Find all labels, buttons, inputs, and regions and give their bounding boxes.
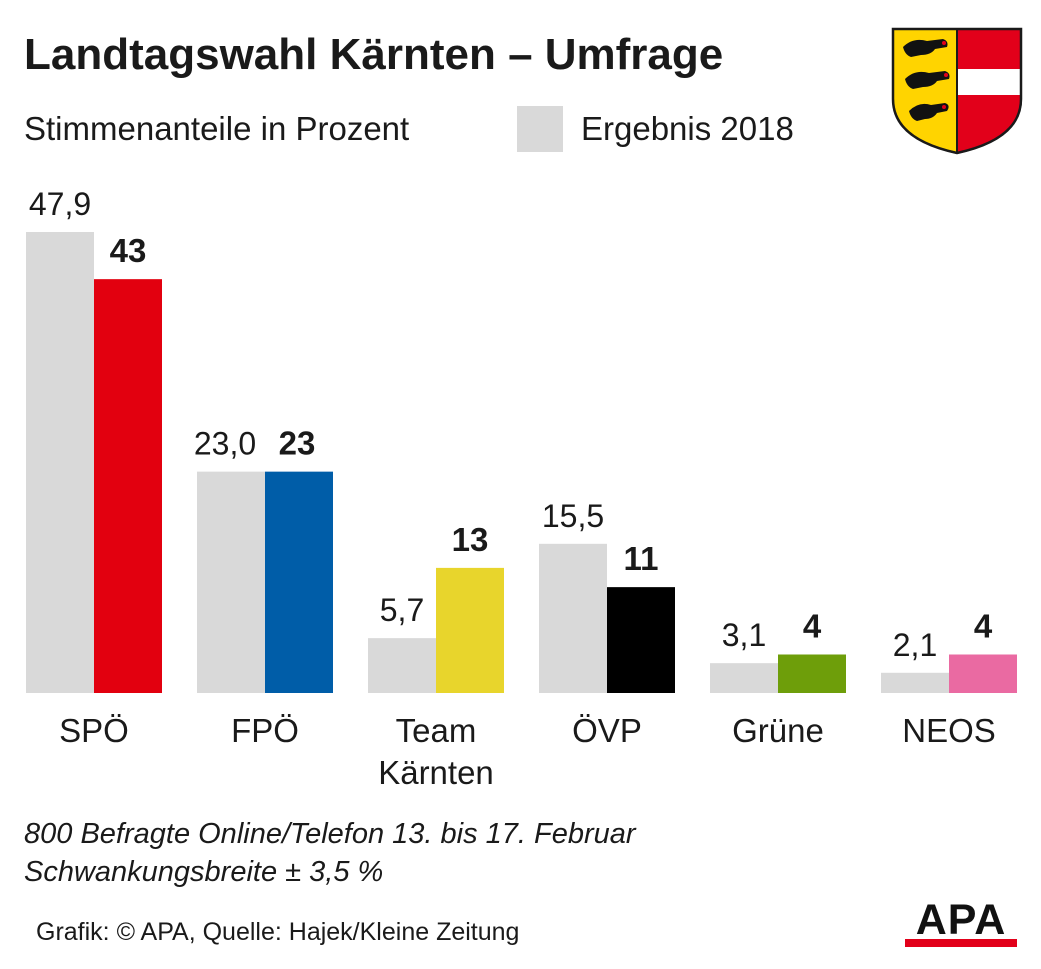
category-label-spoe: SPÖ (59, 712, 129, 749)
bar-umfrage-oevp (607, 587, 675, 693)
value-label-2018-fpoe: 23,0 (194, 426, 256, 462)
apa-logo-text: APA (915, 896, 1007, 944)
value-label-umfrage-fpoe: 23 (279, 425, 316, 462)
carinthia-coat-of-arms-icon (891, 27, 1023, 155)
bar-2018-spoe (26, 232, 94, 693)
legend: Ergebnis 2018 (517, 106, 794, 152)
value-label-umfrage-gruene: 4 (803, 608, 822, 645)
value-label-umfrage-spoe: 43 (110, 232, 147, 269)
chart-subtitle: Stimmenanteile in Prozent (24, 110, 410, 147)
value-label-2018-team-kaernten: 5,7 (380, 592, 424, 628)
value-label-umfrage-neos: 4 (974, 608, 993, 645)
bar-chart: 47,9 43 SPÖ 23,0 23 FPÖ 5,7 13 Team Kärnten 15,5 11… (26, 186, 1017, 791)
apa-logo-bar (905, 939, 1017, 947)
category-label-team-kaernten-line2: Kärnten (378, 754, 494, 791)
legend-swatch-2018 (517, 106, 563, 152)
category-label-oevp: ÖVP (572, 712, 642, 749)
value-label-2018-oevp: 15,5 (542, 498, 604, 534)
value-label-umfrage-oevp: 11 (624, 540, 659, 577)
category-label-fpoe: FPÖ (231, 712, 299, 749)
value-label-2018-gruene: 3,1 (722, 617, 766, 653)
survey-note: 800 Befragte Online/Telefon 13. bis 17. … (24, 818, 636, 850)
bar-umfrage-spoe (94, 279, 162, 693)
bar-2018-gruene (710, 663, 778, 693)
bar-umfrage-fpoe (265, 471, 333, 693)
legend-label-2018: Ergebnis 2018 (581, 110, 794, 147)
bar-umfrage-gruene (778, 654, 846, 693)
bar-2018-oevp (539, 543, 607, 693)
bar-2018-team-kaernten (368, 638, 436, 693)
chart-title: Landtagswahl Kärnten – Umfrage (24, 30, 724, 79)
category-label-gruene: Grüne (732, 712, 824, 749)
bar-umfrage-neos (949, 654, 1017, 693)
source-credit: Grafik: © APA, Quelle: Hajek/Kleine Zeit… (36, 918, 520, 946)
apa-logo: APA (905, 896, 1017, 947)
value-label-2018-neos: 2,1 (893, 627, 937, 663)
bar-2018-neos (881, 672, 949, 693)
margin-of-error-note: Schwankungsbreite ± 3,5 % (24, 856, 384, 888)
bar-2018-fpoe (197, 471, 265, 693)
category-label-neos: NEOS (902, 712, 996, 749)
value-label-umfrage-team-kaernten: 13 (452, 521, 489, 558)
bar-umfrage-team-kaernten (436, 567, 504, 693)
value-label-2018-spoe: 47,9 (29, 186, 91, 222)
category-label-team-kaernten-line1: Team (396, 712, 477, 749)
